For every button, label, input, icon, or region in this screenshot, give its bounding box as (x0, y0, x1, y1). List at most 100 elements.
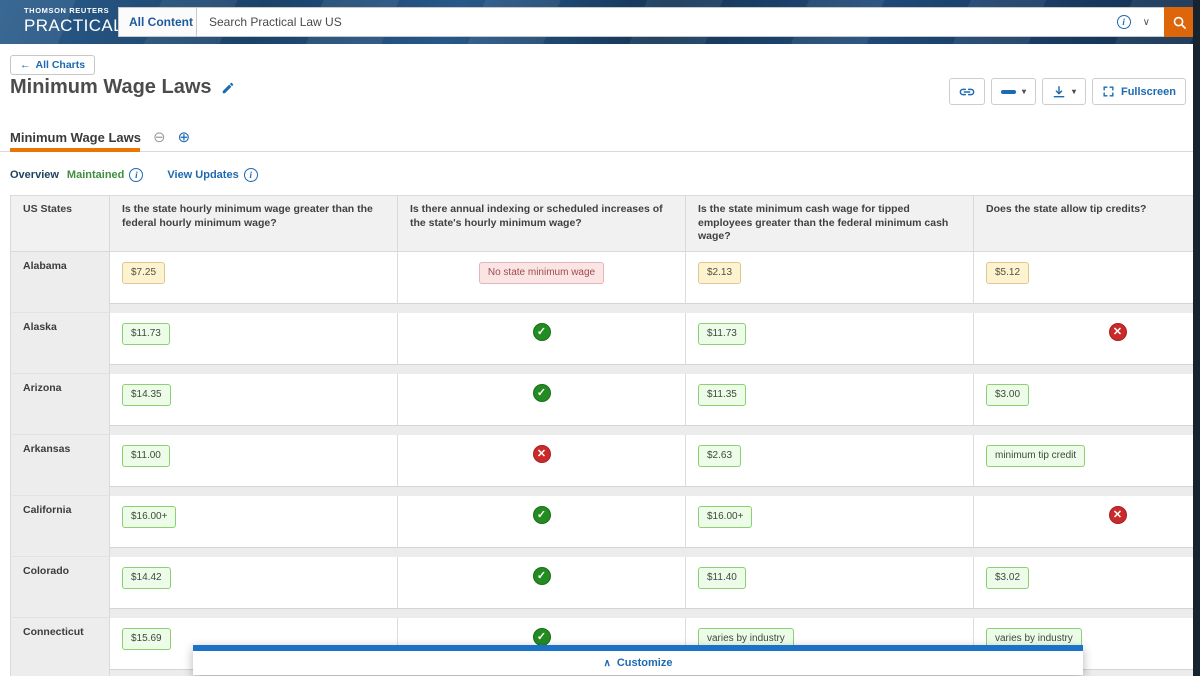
state-cell: Colorado (10, 557, 110, 618)
data-cell: No state minimum wage (398, 252, 686, 304)
value-badge[interactable]: $2.13 (698, 262, 741, 284)
view-updates-info-icon[interactable]: i (244, 168, 258, 182)
download-dropdown-button[interactable]: ▾ (1042, 78, 1086, 105)
value-badge[interactable]: $14.42 (122, 567, 171, 589)
check-circle-icon[interactable]: ✓ (533, 506, 551, 524)
check-circle-icon[interactable]: ✓ (533, 323, 551, 341)
link-icon (959, 84, 975, 100)
cross-circle-icon[interactable]: ✕ (1109, 323, 1127, 341)
maintained-status[interactable]: Maintained i (67, 168, 143, 182)
data-cell: $11.40 (686, 557, 974, 609)
all-charts-back-button[interactable]: ← All Charts (10, 55, 95, 75)
state-cell: Alaska (10, 313, 110, 374)
search-input[interactable] (197, 8, 1117, 36)
tab-minimum-wage-laws[interactable]: Minimum Wage Laws (10, 130, 141, 145)
value-badge[interactable]: $16.00+ (122, 506, 176, 528)
customize-toggle[interactable]: ∧ Customize (193, 651, 1083, 675)
cross-circle-icon[interactable]: ✕ (533, 445, 551, 463)
data-cell: ✕ (974, 313, 1193, 365)
top-header: THOMSON REUTERS PRACTICAL LAW All Conten… (0, 0, 1200, 44)
search-icon (1172, 15, 1187, 30)
practical-law-app: THOMSON REUTERS PRACTICAL LAW All Conten… (0, 0, 1200, 676)
column-header: Does the state allow tip credits? (974, 195, 1193, 252)
value-badge[interactable]: $5.12 (986, 262, 1029, 284)
column-header: Is the state hourly minimum wage greater… (110, 195, 398, 252)
chevron-down-icon: ▾ (1022, 87, 1026, 96)
add-tab-icon[interactable]: ⊕ (178, 130, 191, 145)
customize-label: Customize (617, 657, 673, 669)
edit-title-pencil-icon[interactable] (221, 81, 235, 95)
value-badge[interactable]: $7.25 (122, 262, 165, 284)
data-cell: $14.42 (110, 557, 398, 609)
page-title-text: Minimum Wage Laws (10, 76, 212, 99)
highlight-style-dropdown-button[interactable]: ▾ (991, 78, 1036, 105)
data-cell: $11.73 (110, 313, 398, 365)
overview-link[interactable]: Overview (10, 169, 59, 181)
data-cell: ✕ (974, 496, 1193, 548)
state-cell: California (10, 496, 110, 557)
download-icon (1052, 85, 1066, 99)
check-circle-icon[interactable]: ✓ (533, 628, 551, 646)
table-row: Arizona $14.35 ✓ $11.35 $3.00 (10, 374, 1193, 435)
tab-bar: Minimum Wage Laws ⊖ ⊕ (10, 130, 190, 145)
data-cell: $2.13 (686, 252, 974, 304)
maintained-label: Maintained (67, 169, 124, 181)
view-updates-label: View Updates (167, 169, 238, 181)
value-badge[interactable]: $2.63 (698, 445, 741, 467)
data-cell: $3.00 (974, 374, 1193, 426)
data-cell: ✓ (398, 557, 686, 609)
value-badge[interactable]: $14.35 (122, 384, 171, 406)
state-cell: Connecticut (10, 618, 110, 676)
dash-icon (1001, 90, 1016, 94)
view-updates-link[interactable]: View Updates i (167, 168, 257, 182)
check-circle-icon[interactable]: ✓ (533, 567, 551, 585)
data-cell: $11.00 (110, 435, 398, 487)
customize-panel[interactable]: ∧ Customize (193, 645, 1083, 675)
data-cell: ✓ (398, 313, 686, 365)
state-cell: Alabama (10, 252, 110, 313)
table-row: Arkansas $11.00 ✕ $2.63 minimum tip credit (10, 435, 1193, 496)
data-cell: $11.35 (686, 374, 974, 426)
cross-circle-icon[interactable]: ✕ (1109, 506, 1127, 524)
data-cell: $3.02 (974, 557, 1193, 609)
right-edge-strip (1193, 0, 1200, 676)
maintained-info-icon[interactable]: i (129, 168, 143, 182)
overview-label: Overview (10, 169, 59, 181)
tab-divider (0, 151, 1200, 152)
fullscreen-icon (1102, 85, 1115, 98)
back-arrow-icon: ← (20, 59, 31, 71)
search-button[interactable] (1164, 7, 1194, 37)
value-badge[interactable]: $11.73 (122, 323, 170, 345)
data-cell: $14.35 (110, 374, 398, 426)
check-circle-icon[interactable]: ✓ (533, 384, 551, 402)
search-info-icon[interactable]: i (1117, 15, 1131, 29)
value-badge[interactable]: $11.40 (698, 567, 746, 589)
value-badge[interactable]: $11.73 (698, 323, 746, 345)
back-label: All Charts (36, 59, 86, 71)
state-cell: Arkansas (10, 435, 110, 496)
data-cell: $16.00+ (686, 496, 974, 548)
data-cell: $16.00+ (110, 496, 398, 548)
value-badge[interactable]: $15.69 (122, 628, 171, 650)
state-cell: Arizona (10, 374, 110, 435)
data-cell: ✓ (398, 374, 686, 426)
page-title: Minimum Wage Laws (10, 76, 235, 99)
chart-table: US StatesIs the state hourly minimum wag… (10, 195, 1193, 676)
copy-link-button[interactable] (949, 78, 985, 105)
value-badge[interactable]: $3.00 (986, 384, 1029, 406)
value-badge[interactable]: No state minimum wage (479, 262, 604, 284)
value-badge[interactable]: $3.02 (986, 567, 1029, 589)
chart-toolbar: ▾ ▾ Fullscreen (949, 78, 1186, 105)
value-badge[interactable]: minimum tip credit (986, 445, 1085, 467)
value-badge[interactable]: $11.35 (698, 384, 746, 406)
search-history-chevron-icon[interactable]: ∨ (1143, 17, 1150, 28)
table-row: California $16.00+ ✓ $16.00+ ✕ (10, 496, 1193, 557)
fullscreen-button[interactable]: Fullscreen (1092, 78, 1186, 105)
value-badge[interactable]: $11.00 (122, 445, 170, 467)
chevron-up-icon: ∧ (604, 658, 611, 669)
table-header-row: US StatesIs the state hourly minimum wag… (10, 195, 1193, 252)
column-header: Is there annual indexing or scheduled in… (398, 195, 686, 252)
chevron-down-icon: ▾ (1072, 87, 1076, 96)
value-badge[interactable]: $16.00+ (698, 506, 752, 528)
remove-tab-icon[interactable]: ⊖ (153, 130, 166, 145)
